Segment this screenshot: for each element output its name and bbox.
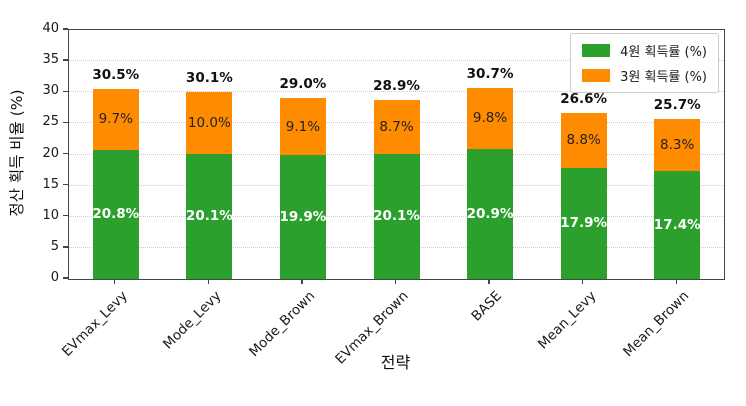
x-tick-mark [581, 279, 584, 284]
bar-group: 20.1% 8.7% [373, 99, 420, 279]
y-tick-label: 20 [42, 145, 59, 161]
legend: 4원 획득률 (%) 3원 획득률 (%) [570, 33, 719, 93]
segment-value-label: 17.4% [653, 216, 701, 233]
y-tick-mark [63, 121, 68, 124]
bar-segment-3won: 9.1% [279, 98, 326, 156]
segment-value-label: 9.1% [285, 118, 321, 135]
bar-group: 19.9% 9.1% [280, 98, 326, 279]
legend-item-3won: 3원 획득률 (%) [582, 66, 707, 85]
bar-segment-3won: 10.0% [186, 91, 233, 154]
bar-segment-4won: 20.9% [467, 148, 513, 279]
total-value-label: 30.5% [92, 67, 140, 84]
y-tick-mark [63, 28, 68, 30]
gridline [69, 91, 724, 93]
bar-segment-3won: 8.7% [373, 99, 420, 154]
legend-swatch-green-icon [582, 44, 611, 57]
legend-swatch-orange-icon [582, 69, 611, 82]
y-tick-mark [63, 277, 68, 279]
segment-value-label: 9.8% [472, 110, 508, 127]
y-tick-label: 10 [42, 207, 59, 223]
x-tick-mark [301, 279, 303, 284]
x-tick-label: BASE [468, 288, 506, 325]
bar-segment-3won: 8.8% [560, 112, 607, 168]
bar-group: 20.9% 9.8% [467, 87, 514, 279]
y-axis-title: 정산 획득 비율 (%) [8, 89, 26, 217]
x-tick-mark [675, 279, 677, 284]
segment-value-label: 20.1% [185, 208, 233, 225]
bar-segment-3won: 8.3% [654, 119, 701, 171]
total-value-label: 26.6% [560, 90, 608, 107]
y-tick-label: 0 [50, 270, 59, 285]
x-tick-mark [207, 279, 209, 284]
y-tick-label: 15 [42, 176, 59, 192]
x-tick-label: Mode_Levy [160, 288, 225, 353]
bar-group: 17.4% 8.3% [654, 119, 701, 279]
x-tick-label: Mean_Levy [534, 288, 599, 353]
y-tick-mark [63, 59, 68, 61]
bar-segment-4won: 20.1% [186, 153, 233, 279]
y-tick-mark [63, 215, 68, 217]
bar-segment-4won: 20.8% [92, 149, 139, 279]
bar-group: 20.1% 10.0% [186, 91, 233, 279]
segment-value-label: 20.1% [373, 208, 420, 225]
segment-value-label: 9.7% [98, 111, 133, 128]
y-tick-label: 25 [42, 114, 59, 130]
bar-segment-4won: 17.9% [560, 167, 607, 279]
segment-value-label: 17.9% [560, 215, 608, 232]
bar-segment-3won: 9.7% [92, 89, 139, 150]
y-tick-label: 35 [42, 52, 59, 68]
total-value-label: 28.9% [373, 77, 420, 94]
segment-value-label: 8.3% [660, 136, 695, 153]
segment-value-label: 8.7% [379, 118, 414, 135]
total-value-label: 29.0% [279, 76, 327, 93]
total-value-label: 30.1% [185, 69, 233, 86]
y-tick-mark [63, 152, 68, 155]
legend-label-3won: 3원 획득률 (%) [620, 70, 707, 85]
bar-segment-4won: 20.1% [373, 153, 420, 279]
total-value-label: 30.7% [466, 65, 514, 82]
legend-label-4won: 4원 획득률 (%) [620, 45, 707, 60]
y-tick-label: 30 [42, 83, 59, 99]
segment-value-label: 20.8% [92, 206, 140, 223]
bar-group: 17.9% 8.8% [560, 112, 607, 279]
y-tick-mark [63, 246, 68, 248]
bar-segment-4won: 19.9% [280, 155, 326, 279]
gridline [69, 60, 724, 62]
x-tick-mark [394, 279, 397, 284]
y-tick-label: 40 [42, 21, 59, 36]
total-value-label: 25.7% [653, 97, 701, 114]
bar-segment-3won: 9.8% [467, 87, 514, 149]
x-tick-mark [114, 279, 116, 284]
x-tick-mark [488, 279, 490, 284]
x-axis-title: 전략 [380, 353, 411, 372]
bar-group: 20.8% 9.7% [92, 89, 139, 279]
segment-value-label: 10.0% [187, 114, 231, 131]
y-tick-mark [63, 183, 68, 186]
segment-value-label: 8.8% [566, 132, 601, 149]
y-tick-label: 5 [50, 238, 59, 254]
legend-item-4won: 4원 획득률 (%) [582, 41, 707, 60]
segment-value-label: 20.9% [466, 205, 514, 222]
segment-value-label: 19.9% [279, 209, 327, 226]
bar-segment-4won: 17.4% [654, 170, 701, 279]
y-tick-mark [63, 90, 68, 92]
